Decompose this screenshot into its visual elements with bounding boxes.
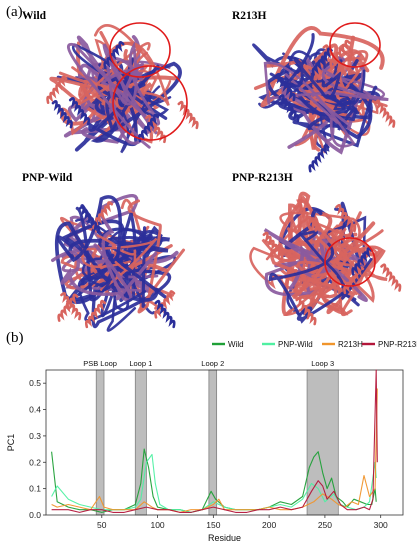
helix [177,100,199,130]
x-tick-label: 300 [374,520,388,530]
structure-wild [46,22,199,154]
region-label: Loop 2 [201,359,224,368]
region-band [134,369,147,516]
helix [335,203,357,233]
ribbon-segment [265,67,358,129]
helix [57,293,79,322]
helix [329,39,351,68]
highlight-circle [109,22,171,78]
structure-title-wild: Wild [22,10,47,22]
ribbon-segment [56,195,169,301]
chart-legend: Wild PNP-Wild R213H PNP-R213H [212,340,417,349]
structure-r213h [252,22,396,173]
region-band [95,369,105,516]
panel-b-label: (b) [6,330,24,346]
y-tick-label: 0.5 [29,378,41,388]
structure-title-pnp-wild: PNP-Wild [22,172,73,184]
ribbon-segment [263,228,368,302]
ribbon-segment [297,236,388,281]
helix [274,72,296,102]
x-tick-label: 200 [262,520,276,530]
helix [103,41,125,70]
ribbon-segment [80,229,172,329]
highlight-circle [324,237,376,287]
ribbon-segment [298,230,373,300]
helix [84,299,107,329]
series-line-pnp-r213h [51,369,378,513]
region-band [306,369,339,516]
legend-label: PNP-R213H [378,340,417,349]
chart-axes: 0.0 0.1 0.2 0.3 0.4 0.5 50 100 150 200 250 300 Resid… [6,369,404,543]
helix [374,99,396,128]
ribbon-segment [306,217,364,278]
ribbon-segment [286,33,342,100]
helix [137,113,160,143]
helix [295,296,317,326]
protein-structures-figure [46,22,402,332]
y-tick-label: 0.0 [29,510,41,520]
chart-series-lines [51,369,378,513]
region-label: PSB Loop [83,359,117,368]
y-tick-label: 0.4 [29,405,41,415]
legend-label: R213H [338,340,363,349]
structure-pnp-r213h [249,191,402,326]
y-tick-label: 0.1 [29,484,41,494]
plot-frame [45,369,404,516]
legend-label: PNP-Wild [278,340,313,349]
x-tick-label: 100 [150,520,164,530]
helix [262,231,284,260]
helix [60,291,82,321]
ribbon-segment [263,61,356,148]
helix [278,94,300,123]
helix [351,247,373,276]
x-tick-label: 250 [318,520,332,530]
legend-label: Wild [228,340,244,349]
helix [311,47,333,76]
x-tick-label: 50 [97,520,107,530]
helix [51,100,73,129]
region-label: Loop 1 [129,359,152,368]
helix [308,144,330,173]
helix [154,299,176,329]
y-tick-label: 0.2 [29,457,41,467]
helix [154,290,176,319]
x-tick-label: 150 [206,520,220,530]
helix [46,75,68,104]
structure-pnp-wild [51,194,185,332]
ribbon-segment [81,237,158,291]
helix [380,263,402,292]
helix [343,265,365,295]
panel-a-label: (a) [6,4,23,20]
ribbon-segment [268,242,350,324]
helix [68,97,91,126]
y-tick-label: 0.3 [29,431,41,441]
region-label: Loop 3 [311,359,334,368]
ribbon-segment [98,226,155,308]
helix [296,203,318,232]
highlight-circle [112,65,188,141]
loop-regions: PSB Loop Loop 1 Loop 2 Loop 3 [83,359,339,516]
y-axis-title: PC1 [6,434,16,452]
structure-title-r213h: R213H [232,10,267,22]
x-axis-title: Residue [208,533,241,543]
helix [78,205,101,234]
highlight-circle [329,22,381,68]
pc1-line-chart: PSB Loop Loop 1 Loop 2 Loop 3 0.00.10.20.30… [6,340,417,543]
structure-title-pnp-r213h: PNP-R213H [232,172,293,184]
